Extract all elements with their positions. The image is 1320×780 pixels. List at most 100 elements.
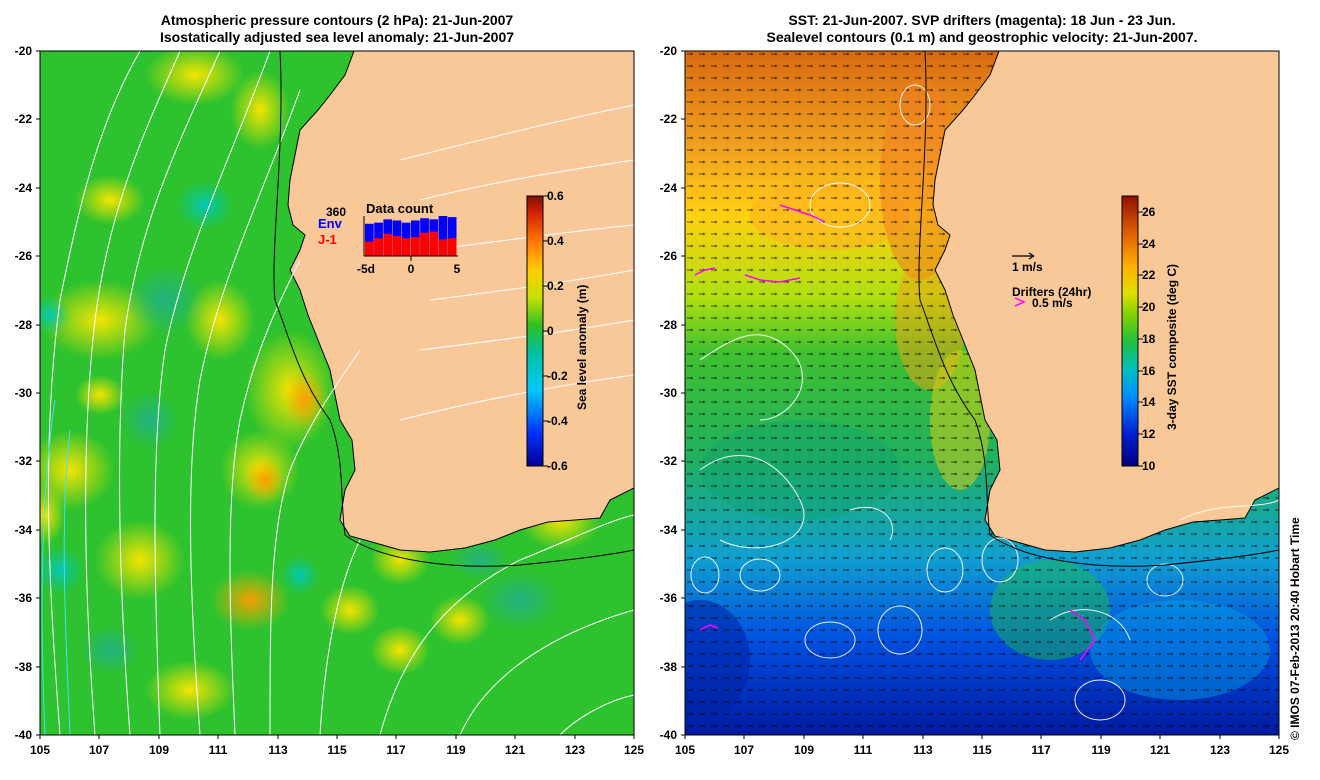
left-y-tick: -22	[15, 112, 33, 126]
copyright-notice: © IMOS 07-Feb-2013 20:40 Hobart Time	[1288, 517, 1302, 740]
left-colorbar-bar	[526, 195, 544, 467]
right-title-line2: Sealevel contours (0.1 m) and geostrophi…	[766, 29, 1198, 45]
inset-x-tick: -5d	[357, 262, 375, 276]
right-colorbar-tick: 24	[1142, 237, 1156, 251]
right-x-tick: 113	[913, 743, 933, 757]
left-shelf-break	[273, 51, 634, 567]
right-y-axis: -20 -22 -24 -26 -28 -30 -32 -34 -36 -38 …	[660, 44, 685, 742]
left-x-tick: 115	[327, 743, 347, 757]
right-colorbar-label: 3-day SST composite (deg C)	[1165, 264, 1179, 430]
right-colorbar-tick: 16	[1142, 364, 1156, 378]
velocity-legend: 1 m/s Drifters (24hr) 0.5 m/s	[1012, 252, 1091, 310]
left-y-tick: -40	[15, 728, 33, 742]
inset-x-tick: 0	[408, 262, 415, 276]
right-colorbar-tick: 20	[1142, 300, 1156, 314]
right-y-tick: -34	[660, 523, 678, 537]
inset-series-j1: J-1	[318, 232, 337, 247]
right-x-tick: 107	[734, 743, 754, 757]
left-x-tick: 113	[268, 743, 288, 757]
inset-bar-j1	[401, 238, 411, 256]
left-y-tick: -36	[15, 591, 33, 605]
right-x-tick: 121	[1150, 743, 1170, 757]
right-y-tick: -28	[660, 318, 678, 332]
left-x-tick: 119	[446, 743, 466, 757]
inset-bar-j1	[429, 231, 439, 256]
right-x-tick: 105	[675, 743, 695, 757]
right-x-tick: 125	[1269, 743, 1289, 757]
left-y-tick: -32	[15, 454, 33, 468]
right-colorbar-bar	[1121, 195, 1139, 467]
inset-bar-j1	[374, 238, 383, 256]
right-colorbar-tick: 18	[1142, 332, 1156, 346]
inset-max-label: 360	[326, 205, 346, 219]
left-x-tick: 107	[89, 743, 109, 757]
data-count-inset: Data count 360 Env J-1 -5d 0 5	[318, 201, 461, 276]
right-x-tick: 115	[972, 743, 992, 757]
left-y-tick: -24	[15, 181, 33, 195]
left-colorbar: 0.6 0.4 0.2 0 -0.2 -0.4 -0.6 Sea level a…	[526, 189, 589, 473]
right-y-tick: -24	[660, 181, 678, 195]
left-colorbar-tick: 0	[547, 324, 554, 338]
left-colorbar-tick: 0.6	[547, 189, 564, 203]
inset-bar-j1	[411, 237, 420, 256]
inset-series-env: Env	[318, 216, 343, 231]
left-colorbar-tick: -0.2	[547, 369, 568, 383]
right-y-tick: -30	[660, 386, 678, 400]
inset-bar-env	[365, 223, 374, 256]
svp-drifter-tracks	[694, 204, 1096, 661]
right-y-tick: -38	[660, 660, 678, 674]
left-y-tick: -20	[15, 44, 33, 58]
left-title-line1: Atmospheric pressure contours (2 hPa): 2…	[160, 12, 514, 28]
inset-bar-env	[447, 217, 457, 256]
right-x-tick: 109	[794, 743, 814, 757]
left-pressure-contours-cyan	[41, 399, 71, 735]
right-colorbar-tick: 10	[1142, 459, 1156, 473]
left-y-axis: -20 -22 -24 -26 -28 -30 -32 -34 -36 -38 …	[15, 44, 40, 742]
left-x-tick: 123	[565, 743, 585, 757]
right-title-line1: SST: 21-Jun-2007. SVP drifters (magenta)…	[788, 12, 1176, 28]
left-x-tick: 105	[30, 743, 50, 757]
inset-title: Data count	[366, 201, 434, 216]
right-colorbar: 26 24 22 20 18 16 14 12 10 3-day SST com…	[1121, 195, 1179, 473]
right-y-tick: -32	[660, 454, 678, 468]
velocity-arrow-icon	[1012, 252, 1035, 260]
left-x-tick: 109	[149, 743, 169, 757]
left-pressure-contours	[47, 51, 634, 735]
left-x-axis: 105 107 109 111 113 115 117 119 121 123 …	[30, 735, 644, 757]
right-australia-land	[932, 51, 1279, 553]
left-y-tick: -38	[15, 660, 33, 674]
inset-bars	[365, 216, 457, 256]
inset-x-tick: 5	[454, 262, 461, 276]
right-shelf-break	[918, 51, 1279, 567]
left-colorbar-tick: -0.4	[547, 414, 568, 428]
left-x-tick: 125	[624, 743, 644, 757]
right-y-tick: -36	[660, 591, 678, 605]
left-y-tick: -34	[15, 523, 33, 537]
left-colorbar-label: Sea level anomaly (m)	[575, 285, 589, 410]
inset-bar-j1	[447, 238, 457, 256]
right-map	[685, 51, 1279, 735]
right-x-tick: 111	[854, 743, 873, 757]
right-x-tick: 123	[1210, 743, 1230, 757]
drifters-legend-title: Drifters (24hr)	[1012, 285, 1091, 299]
left-x-tick: 121	[505, 743, 525, 757]
right-y-tick: -26	[660, 249, 678, 263]
inset-bar-j1	[365, 241, 374, 256]
left-y-tick: -30	[15, 386, 33, 400]
left-x-tick: 111	[209, 743, 228, 757]
right-colorbar-tick: 22	[1142, 268, 1156, 282]
left-x-tick: 117	[386, 743, 406, 757]
inset-bar-j1	[420, 232, 429, 256]
drifters-scale-label: 0.5 m/s	[1032, 296, 1073, 310]
right-colorbar-tick: 12	[1142, 427, 1156, 441]
right-y-tick: -22	[660, 112, 678, 126]
right-x-tick: 117	[1031, 743, 1051, 757]
right-x-tick: 119	[1091, 743, 1111, 757]
right-y-tick: -40	[660, 728, 678, 742]
velocity-scale-label: 1 m/s	[1012, 260, 1043, 274]
left-y-tick: -26	[15, 249, 33, 263]
inset-bar-j1	[392, 236, 402, 256]
left-title-line2: Isostatically adjusted sea level anomaly…	[159, 29, 515, 45]
inset-bar-env	[438, 216, 448, 256]
